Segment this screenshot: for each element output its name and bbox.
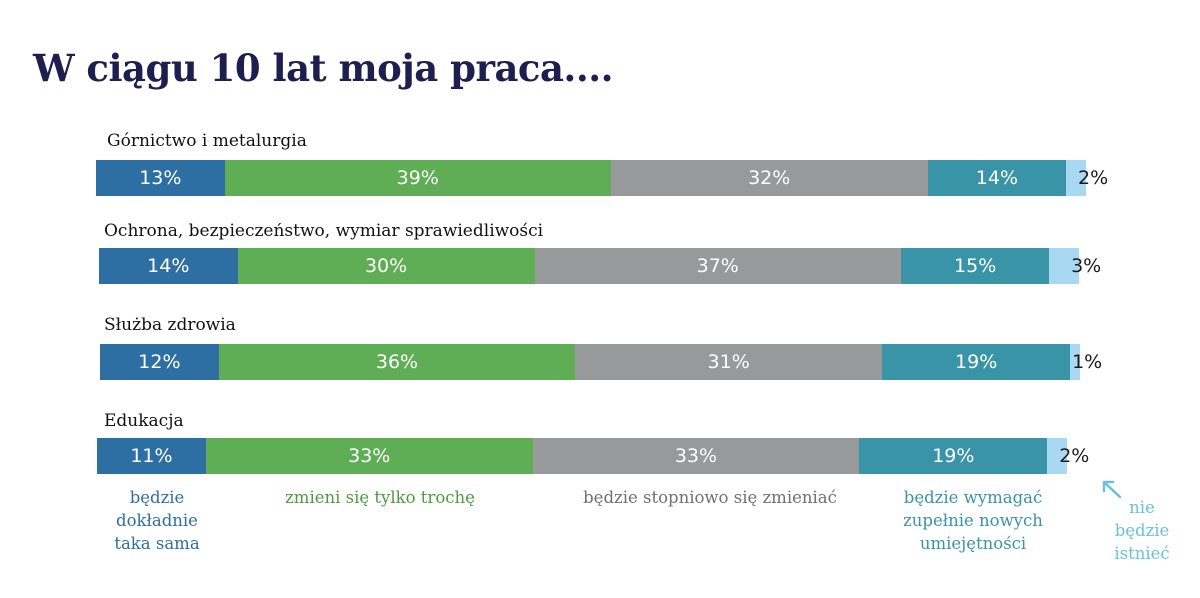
legend-gradual-text: będzie stopniowo się zmieniać <box>583 488 837 507</box>
data-label: 13% <box>139 167 182 189</box>
data-label: 30% <box>364 255 408 277</box>
arrow-icon <box>1102 480 1122 499</box>
data-label: 14% <box>975 167 1018 189</box>
data-label: 31% <box>707 351 750 373</box>
data-label: 2% <box>1059 445 1090 467</box>
data-label: 15% <box>954 255 997 277</box>
data-label: 33% <box>348 445 391 467</box>
bar-segment: 37% <box>534 248 901 284</box>
bar-segment: 14% <box>99 248 238 284</box>
data-label: 2% <box>1077 167 1109 189</box>
legend-little: zmieni się tylko trochę <box>240 486 520 509</box>
bar-segment: 36% <box>218 344 576 380</box>
category-label: Górnictwo i metalurgia <box>107 131 307 151</box>
bar-segment: 2% <box>1066 160 1108 196</box>
data-label: 14% <box>147 255 190 277</box>
bar-segment: 14% <box>927 160 1067 196</box>
data-label: 37% <box>696 255 739 277</box>
data-label: 33% <box>674 445 718 467</box>
data-label: 1% <box>1072 351 1103 373</box>
legend-not-exist-text: nie będzie istnieć <box>1114 498 1170 563</box>
bar-segment: 33% <box>205 438 533 474</box>
legend-little-text: zmieni się tylko trochę <box>285 488 475 507</box>
bar-segment: 30% <box>237 248 535 284</box>
legend-new-skills-text: będzie wymagać zupełnie nowych umiejętno… <box>903 488 1043 553</box>
bar-segment: 1% <box>1070 344 1102 380</box>
data-label: 39% <box>396 167 439 189</box>
legend-gradual: będzie stopniowo się zmieniać <box>545 486 875 509</box>
bar-segment: 31% <box>575 344 883 380</box>
bar-segment: 3% <box>1049 248 1101 284</box>
data-label: 19% <box>932 445 975 467</box>
category-label: Edukacja <box>104 411 184 431</box>
legend-new-skills: będzie wymagać zupełnie nowych umiejętno… <box>888 486 1058 555</box>
category-label: Służba zdrowia <box>104 315 236 335</box>
data-label: 32% <box>748 167 791 189</box>
bar-segment: 11% <box>97 438 206 474</box>
data-label: 19% <box>955 351 998 373</box>
data-label: 36% <box>375 351 419 373</box>
bar-segment: 2% <box>1047 438 1089 474</box>
bar-segment: 33% <box>532 438 860 474</box>
chart-title: W ciągu 10 lat moja praca.... <box>33 46 613 90</box>
bar-segment: 32% <box>610 160 928 196</box>
bar-segment: 13% <box>96 160 225 196</box>
data-label: 12% <box>138 351 181 373</box>
data-label: 11% <box>130 445 173 467</box>
legend-same: będzie dokładnie taka sama <box>98 486 216 555</box>
bar-segment: 19% <box>859 438 1048 474</box>
bar-segment: 39% <box>224 160 611 196</box>
data-label: 3% <box>1071 255 1102 277</box>
category-label: Ochrona, bezpieczeństwo, wymiar sprawied… <box>104 221 544 241</box>
legend-same-text: będzie dokładnie taka sama <box>114 488 200 553</box>
legend-not-exist: nie będzie istnieć <box>1107 496 1177 565</box>
bar-segment: 12% <box>100 344 219 380</box>
bar-segment: 15% <box>900 248 1050 284</box>
bar-segment: 19% <box>882 344 1071 380</box>
